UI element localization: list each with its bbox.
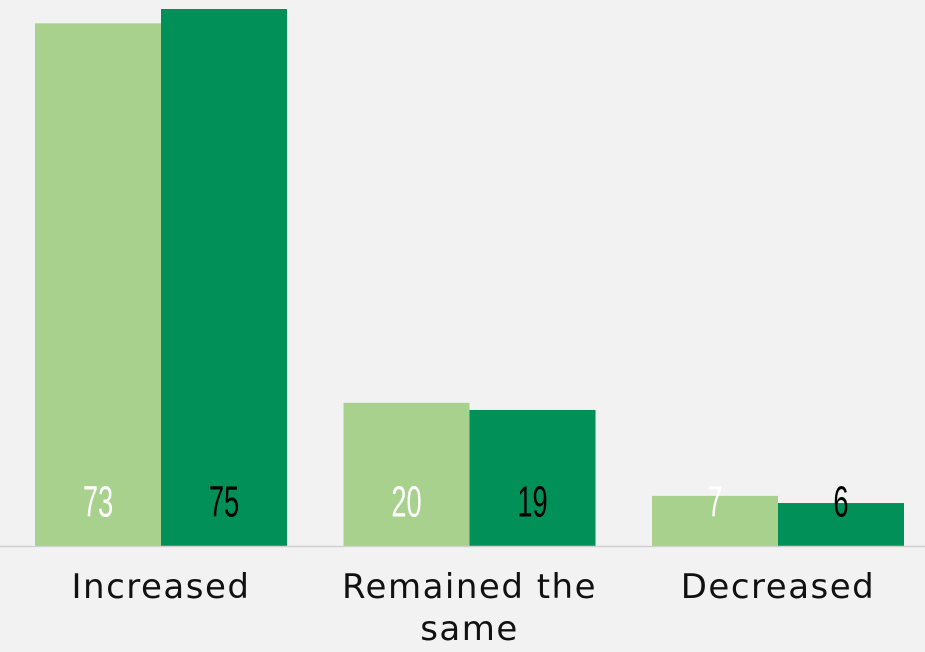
data-label: 20 <box>391 477 421 526</box>
data-label: 73 <box>83 477 113 526</box>
bar <box>652 495 778 546</box>
bar <box>469 409 596 546</box>
data-label: 7 <box>707 477 722 526</box>
x-tick-label: Remained the same <box>341 567 598 649</box>
bar <box>35 23 161 546</box>
bar <box>778 503 904 546</box>
data-label: 19 <box>517 477 547 526</box>
data-label: 6 <box>833 477 848 526</box>
bar <box>161 9 287 546</box>
x-tick-label: Increased <box>71 567 251 607</box>
x-tick-label: Decreased <box>680 567 876 607</box>
bar <box>343 402 470 546</box>
data-label: 75 <box>209 477 239 526</box>
